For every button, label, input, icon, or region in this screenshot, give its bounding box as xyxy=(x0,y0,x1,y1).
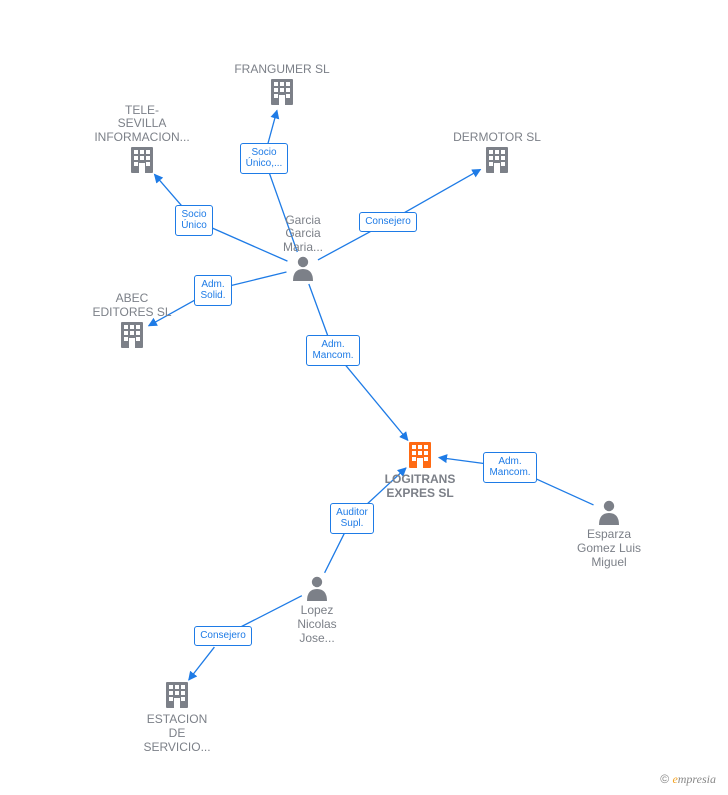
person-icon xyxy=(577,499,641,525)
building-icon xyxy=(143,680,210,710)
edge-segment xyxy=(235,596,301,630)
edge-label: Consejero xyxy=(359,212,417,232)
edge-segment xyxy=(318,229,376,260)
edge-segment xyxy=(325,531,346,573)
edge-segment xyxy=(207,226,288,262)
building-icon xyxy=(94,145,189,175)
node-label: TELE- SEVILLA INFORMACION... xyxy=(94,104,189,145)
watermark-brand-rest: mpresia xyxy=(678,772,716,786)
edge-label: Adm. Mancom. xyxy=(306,335,359,366)
edge-label: Socio Único xyxy=(175,205,213,236)
node-esparza[interactable]: Esparza Gomez Luis Miguel xyxy=(577,499,641,569)
node-label: ESTACION DE SERVICIO... xyxy=(143,713,210,754)
edge-segment xyxy=(342,361,408,441)
node-label: Garcia Garcia Maria... xyxy=(283,214,323,255)
copyright-symbol: © xyxy=(660,772,669,786)
node-label: ABEC EDITORES SL xyxy=(92,292,171,320)
edge-segment xyxy=(227,272,287,287)
node-label: Lopez Nicolas Jose... xyxy=(297,604,336,645)
node-label: FRANGUMER SL xyxy=(234,63,329,77)
node-label: Esparza Gomez Luis Miguel xyxy=(577,528,641,569)
node-label: LOGITRANS EXPRES SL xyxy=(385,473,456,501)
person-icon xyxy=(297,575,336,601)
node-telesevilla[interactable]: TELE- SEVILLA INFORMACION... xyxy=(94,101,189,175)
node-frangumer[interactable]: FRANGUMER SL xyxy=(234,60,329,107)
node-logitrans[interactable]: LOGITRANS EXPRES SL xyxy=(385,440,456,501)
node-abec[interactable]: ABEC EDITORES SL xyxy=(92,289,171,350)
node-garcia[interactable]: Garcia Garcia Maria... xyxy=(283,211,323,281)
edge-label: Auditor Supl. xyxy=(330,503,374,534)
person-icon xyxy=(283,255,323,281)
edge-segment xyxy=(189,647,215,680)
edge-segment xyxy=(268,110,277,144)
edge-label: Adm. Mancom. xyxy=(483,452,536,483)
node-label: DERMOTOR SL xyxy=(453,131,541,145)
building-icon xyxy=(92,320,171,350)
edge-segment xyxy=(400,169,480,215)
node-dermotor[interactable]: DERMOTOR SL xyxy=(453,128,541,175)
edge-label: Socio Único,... xyxy=(240,143,289,174)
building-icon xyxy=(453,145,541,175)
building-icon xyxy=(234,77,329,107)
watermark: © empresia xyxy=(660,772,716,787)
building-icon xyxy=(385,440,456,470)
node-lopez[interactable]: Lopez Nicolas Jose... xyxy=(297,575,336,645)
edge-label: Consejero xyxy=(194,626,252,646)
node-estacion[interactable]: ESTACION DE SERVICIO... xyxy=(143,680,210,754)
edge-segment xyxy=(309,284,328,337)
edge-label: Adm. Solid. xyxy=(194,275,231,306)
